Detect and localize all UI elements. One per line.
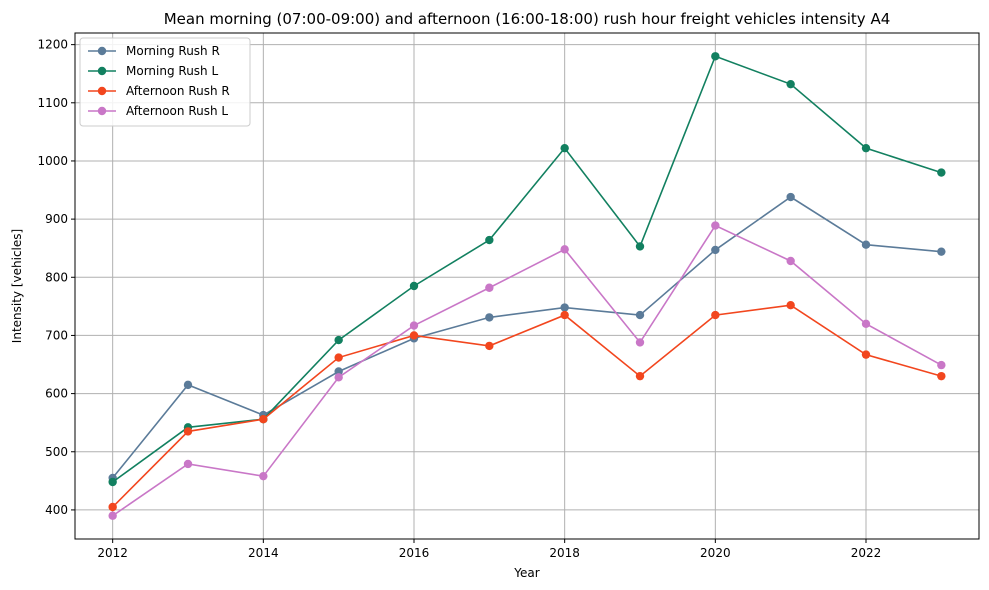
legend-label: Afternoon Rush R <box>126 84 230 98</box>
legend-label: Afternoon Rush L <box>126 104 228 118</box>
data-point <box>409 331 419 340</box>
data-point <box>108 477 117 487</box>
series-line <box>112 224 942 517</box>
data-point <box>861 319 871 329</box>
data-point <box>711 245 720 255</box>
data-point <box>183 380 193 390</box>
legend-label: Morning Rush R <box>126 44 220 58</box>
series-4 <box>108 221 946 520</box>
data-point <box>786 79 795 89</box>
data-point <box>786 300 795 310</box>
y-tick-label: 500 <box>45 445 68 459</box>
data-point <box>334 373 343 382</box>
legend-box <box>79 37 251 127</box>
x-tick-label: 2016 <box>399 546 430 560</box>
legend-entry: Morning Rush R <box>88 44 220 58</box>
data-point <box>334 353 343 362</box>
ticks: 2012 2014 2016 2018 2020 2022 400 500 600 700 800 9… <box>37 38 881 560</box>
legend-swatch-marker <box>97 46 107 56</box>
data-point <box>861 143 871 153</box>
x-tick-label: 2020 <box>700 546 731 560</box>
legend-entry: Afternoon Rush R <box>88 84 230 98</box>
data-point <box>560 245 569 254</box>
data-point <box>937 247 946 256</box>
x-axis-label: Year <box>513 566 539 580</box>
y-tick-label: 900 <box>45 212 68 226</box>
series-layer <box>108 52 946 520</box>
data-point <box>937 371 946 381</box>
x-tick-label: 2022 <box>851 546 882 560</box>
data-point <box>937 360 946 370</box>
data-point <box>334 335 343 345</box>
x-tick-label: 2018 <box>549 546 580 560</box>
data-point <box>409 281 419 291</box>
data-point <box>711 310 720 320</box>
legend-swatch-marker <box>97 86 107 96</box>
data-point <box>108 511 117 520</box>
data-point <box>560 303 569 312</box>
data-point <box>183 427 193 436</box>
plot-frame <box>74 32 980 540</box>
series-1 <box>108 192 946 483</box>
data-point <box>259 414 268 424</box>
data-point <box>409 321 419 330</box>
data-point <box>711 221 720 230</box>
data-point <box>560 143 569 153</box>
series-line <box>112 196 942 479</box>
legend-entry: Afternoon Rush L <box>88 104 228 118</box>
y-tick-label: 1100 <box>37 96 68 110</box>
y-axis-label: Intensity [vehicles] <box>10 229 24 343</box>
y-tick-label: 700 <box>45 328 68 342</box>
legend-swatch-marker <box>97 106 107 116</box>
legend: Morning Rush R Morning Rush L Afternoon Ru… <box>79 37 251 127</box>
x-tick-label: 2012 <box>97 546 128 560</box>
data-point <box>485 283 494 292</box>
data-point <box>861 350 871 359</box>
y-tick-label: 1200 <box>37 38 68 52</box>
data-point <box>183 459 193 469</box>
data-point <box>937 168 946 177</box>
data-point <box>786 256 795 266</box>
grid <box>75 33 979 539</box>
chart-title: Mean morning (07:00-09:00) and afternoon… <box>164 10 891 28</box>
data-point <box>635 310 645 320</box>
legend-entry: Morning Rush L <box>88 64 218 78</box>
series-line <box>112 304 942 508</box>
y-tick-label: 1000 <box>37 154 68 168</box>
data-point <box>786 192 795 202</box>
data-point <box>635 242 645 251</box>
data-point <box>334 367 343 376</box>
data-point <box>485 235 494 245</box>
x-tick-label: 2014 <box>248 546 279 560</box>
legend-label: Morning Rush L <box>126 64 218 78</box>
data-point <box>635 338 645 347</box>
data-point <box>485 313 494 322</box>
y-tick-label: 600 <box>45 387 68 401</box>
data-point <box>108 502 117 512</box>
data-point <box>259 471 268 481</box>
legend-swatch-marker <box>97 66 107 76</box>
y-tick-label: 800 <box>45 270 68 284</box>
data-point <box>485 341 494 351</box>
data-point <box>635 371 645 381</box>
series-3 <box>108 300 946 512</box>
data-point <box>861 240 871 249</box>
y-tick-label: 400 <box>45 503 68 517</box>
data-point <box>711 52 720 61</box>
data-point <box>560 310 569 320</box>
